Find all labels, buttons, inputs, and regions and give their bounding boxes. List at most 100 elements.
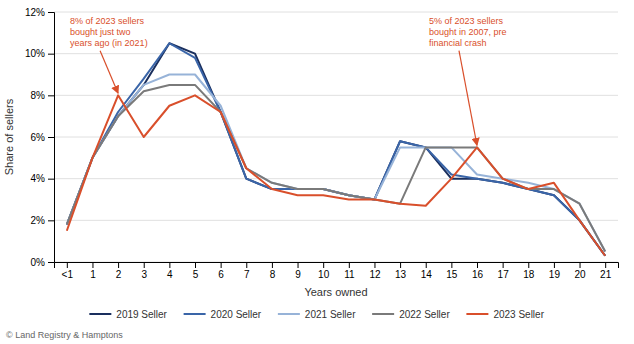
tick-mark [323,262,324,268]
series-line [67,43,605,256]
tick-mark [554,262,555,268]
tick: 6% [31,132,54,143]
tick-mark [503,262,504,268]
tick-mark [48,220,54,221]
legend-item: 2021 Seller [278,309,356,320]
legend: 2019 Seller2020 Seller2021 Seller2022 Se… [89,309,544,320]
tick: 19 [549,262,561,280]
grid-line [54,12,618,13]
tick: 14 [421,262,433,280]
tick-label: 6% [31,132,46,143]
grid-line [54,178,618,179]
tick-mark [48,179,54,180]
tick: 3 [141,262,147,280]
tick: 12 [369,262,381,280]
annotation-arrow [459,51,477,146]
tick-mark [48,262,54,263]
tick: 7 [244,262,250,280]
tick: 9 [295,262,301,280]
tick-mark [48,12,54,13]
tick-label: 8 [270,269,276,280]
tick: 1 [90,262,96,280]
annotation-line: years ago (in 2021) [70,38,148,48]
legend-swatch [89,313,111,315]
series-line [67,43,605,256]
tick-mark [195,262,196,268]
tick-mark [48,54,54,55]
tick-label: 7 [244,269,250,280]
legend-label: 2021 Seller [305,309,356,320]
tick-label: 2 [116,269,122,280]
annotation-line: financial crash [429,38,487,48]
tick-label: 3 [141,269,147,280]
tick: 12% [25,7,54,18]
tick-mark [605,262,606,268]
tick-label: 11 [344,269,355,280]
tick-label: 10 [318,269,330,280]
tick-label: 18 [523,269,535,280]
tick-label: 0% [31,257,46,268]
tick-mark [67,262,68,268]
chart-container: <11234567891011121314151617181920210%2%4… [0,0,634,344]
tick-mark [528,262,529,268]
axis-line [55,263,619,269]
y-axis: 0% 2% 4% 6% 8% 10% 12% [25,7,55,268]
tick-mark [580,262,581,268]
legend-item: 2022 Seller [372,309,450,320]
tick: 21 [600,262,612,280]
annotations: 8% of 2023 sellersbought just twoyears a… [70,16,506,145]
tick-mark [92,262,93,268]
tick: <1 [62,262,74,280]
tick-label: 19 [549,269,561,280]
tick-label: 4 [167,269,173,280]
legend-label: 2023 Seller [493,309,544,320]
tick-mark [118,262,119,268]
legend-item: 2020 Seller [184,309,262,320]
annotation-arrow [100,51,118,94]
grid-line [54,137,618,138]
tick: 4% [31,173,54,184]
tick-mark [48,95,54,96]
tick-label: 6 [218,269,224,280]
tick: 2% [31,215,54,226]
tick: 16 [472,262,484,280]
tick-mark [298,262,299,268]
tick-label: 10% [25,48,45,59]
tick-mark [272,262,273,268]
tick-label: 17 [498,269,510,280]
tick-label: 9 [295,269,301,280]
tick-label: 8% [31,90,46,101]
tick-label: 21 [600,269,612,280]
legend-label: 2020 Seller [211,309,262,320]
tick: 6 [218,262,224,280]
annotation: 8% of 2023 sellersbought just twoyears a… [70,16,148,48]
tick: 2 [116,262,122,280]
tick-mark [246,262,247,268]
tick: 13 [395,262,407,280]
tick-label: 1 [90,269,96,280]
tick-mark [349,262,350,268]
tick-mark [400,262,401,268]
tick: 20 [574,262,586,280]
legend-item: 2023 Seller [466,309,544,320]
annotation-line: 8% of 2023 sellers [70,16,145,26]
tick: 18 [523,262,535,280]
tick: 15 [446,262,458,280]
tick-mark [221,262,222,268]
tick: 8% [31,90,54,101]
tick-label: 12 [369,269,381,280]
annotation-line: bought just two [70,27,131,37]
grid-line [54,53,618,54]
tick-label: 20 [574,269,586,280]
grid-line [54,220,618,221]
tick-mark [451,262,452,268]
tick-label: 13 [395,269,407,280]
tick-label: 16 [472,269,484,280]
tick-mark [477,262,478,268]
tick: 5 [193,262,199,280]
plot: <11234567891011121314151617181920210%2%4… [25,7,619,298]
tick-mark [374,262,375,268]
tick: 8 [270,262,276,280]
chart-svg: <11234567891011121314151617181920210%2%4… [0,0,634,344]
annotation-line: 5% of 2023 sellers [429,16,504,26]
